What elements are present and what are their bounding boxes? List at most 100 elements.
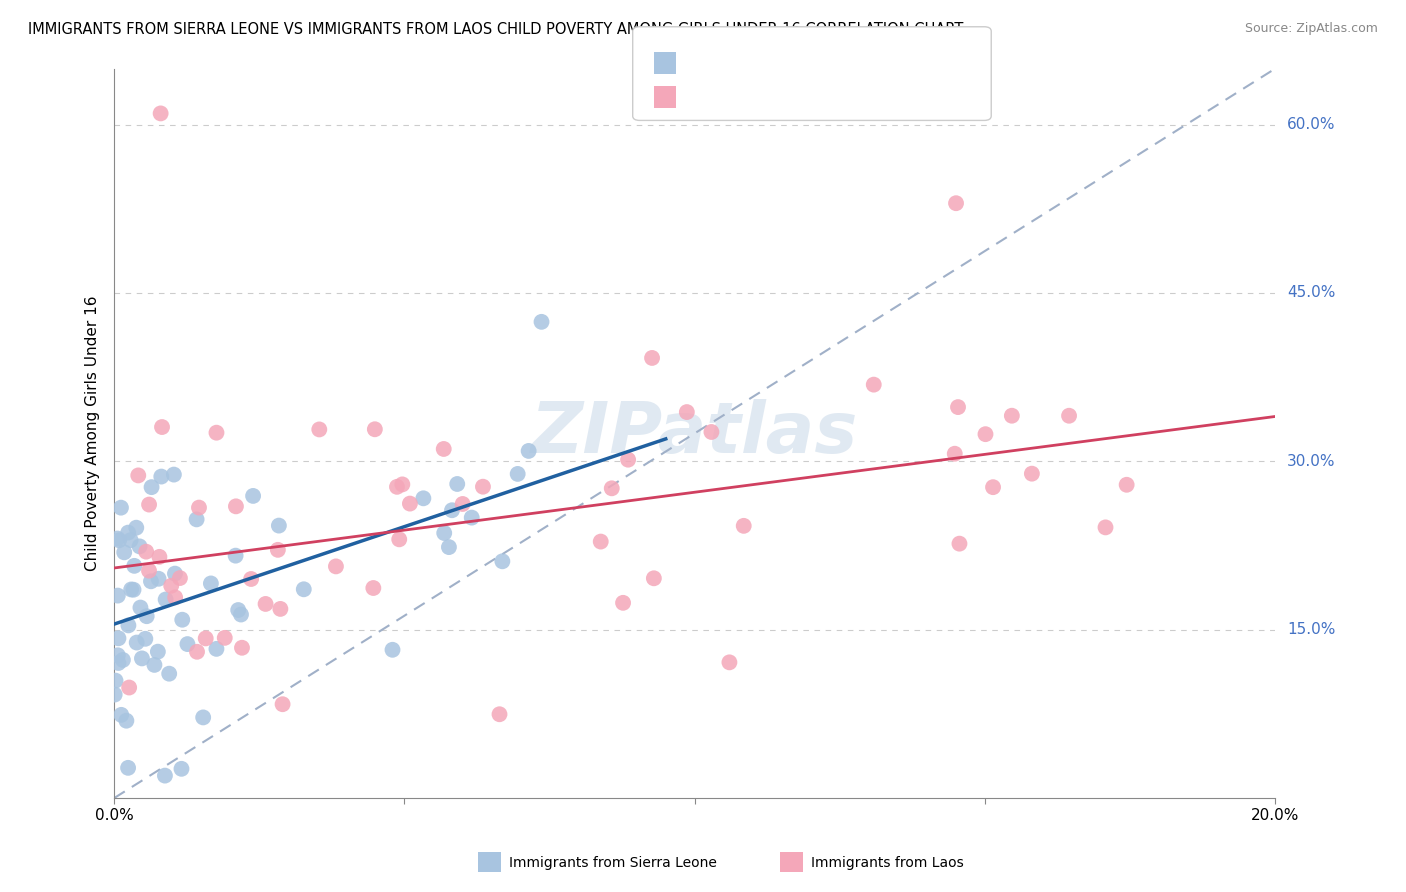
Point xyxy=(325,559,347,574)
Point xyxy=(163,467,186,482)
Point xyxy=(675,405,697,419)
Point xyxy=(718,656,741,670)
Point xyxy=(433,526,456,541)
Point xyxy=(131,651,153,665)
Point xyxy=(200,576,222,591)
Text: Immigrants from Sierra Leone: Immigrants from Sierra Leone xyxy=(509,855,717,870)
Text: R =: R = xyxy=(686,55,720,70)
Point xyxy=(412,491,434,506)
Point xyxy=(226,603,249,617)
Point xyxy=(433,442,456,456)
Text: N =: N = xyxy=(787,55,821,70)
Point xyxy=(122,582,145,597)
Point xyxy=(1021,467,1043,481)
Point xyxy=(700,425,723,439)
Point xyxy=(214,631,236,645)
Text: Source: ZipAtlas.com: Source: ZipAtlas.com xyxy=(1244,22,1378,36)
Point xyxy=(193,710,215,724)
Text: ZIPatlas: ZIPatlas xyxy=(531,399,859,467)
Point xyxy=(471,480,494,494)
Point xyxy=(155,592,177,607)
Point xyxy=(115,714,138,728)
Point xyxy=(129,600,152,615)
Point xyxy=(117,618,139,632)
Point xyxy=(150,420,173,434)
Text: 30.0%: 30.0% xyxy=(1286,454,1336,469)
Point xyxy=(267,518,290,533)
Point xyxy=(205,641,228,656)
Point xyxy=(146,645,169,659)
Point xyxy=(254,597,277,611)
Point xyxy=(128,540,150,554)
Point xyxy=(148,572,170,586)
Point xyxy=(172,613,194,627)
Point xyxy=(107,656,129,670)
Point xyxy=(176,637,198,651)
Point xyxy=(194,632,217,646)
Point xyxy=(600,481,623,495)
Point xyxy=(267,542,290,557)
Point xyxy=(946,400,969,414)
Point xyxy=(1115,477,1137,491)
Point xyxy=(240,572,263,586)
Point xyxy=(231,640,253,655)
Point xyxy=(170,762,193,776)
Point xyxy=(188,500,211,515)
Point xyxy=(107,648,129,663)
Text: 45.0%: 45.0% xyxy=(1286,285,1336,301)
Point xyxy=(205,425,228,440)
Text: 62: 62 xyxy=(825,55,846,70)
Point xyxy=(589,534,612,549)
Point xyxy=(124,558,146,573)
Point xyxy=(104,673,127,688)
Point xyxy=(974,427,997,442)
Point xyxy=(117,525,139,540)
Point xyxy=(1001,409,1024,423)
Text: 0.313: 0.313 xyxy=(721,55,769,70)
Point xyxy=(862,377,884,392)
Point xyxy=(229,607,252,622)
Point xyxy=(617,452,640,467)
Point xyxy=(506,467,529,481)
Point xyxy=(112,545,135,559)
Y-axis label: Child Poverty Among Girls Under 16: Child Poverty Among Girls Under 16 xyxy=(86,295,100,571)
Point xyxy=(135,544,157,558)
Point xyxy=(104,688,127,702)
Point xyxy=(127,468,149,483)
Point xyxy=(111,653,134,667)
Point xyxy=(381,642,404,657)
Point xyxy=(160,579,183,593)
Point xyxy=(118,681,141,695)
Point xyxy=(363,581,385,595)
Point xyxy=(308,422,330,436)
Point xyxy=(388,533,411,547)
Text: 60.0%: 60.0% xyxy=(1286,117,1336,132)
Point xyxy=(107,632,129,646)
Point xyxy=(125,521,148,535)
Point xyxy=(148,549,170,564)
Point xyxy=(451,497,474,511)
Text: 59: 59 xyxy=(825,89,846,104)
Point xyxy=(157,666,180,681)
Point xyxy=(169,571,191,585)
Point xyxy=(641,351,664,365)
Text: R =: R = xyxy=(686,89,720,104)
Point xyxy=(139,574,162,589)
Text: N =: N = xyxy=(787,89,821,104)
Point xyxy=(125,635,148,649)
Point xyxy=(517,444,540,458)
Point xyxy=(269,602,291,616)
Point xyxy=(488,707,510,722)
Point xyxy=(733,519,755,533)
Point xyxy=(110,707,132,722)
Point xyxy=(225,549,247,563)
Point xyxy=(385,480,408,494)
Point xyxy=(107,589,129,603)
Point xyxy=(461,510,484,524)
Point xyxy=(149,106,172,120)
Point xyxy=(271,697,294,711)
Point xyxy=(141,480,163,494)
Point xyxy=(446,477,468,491)
Point xyxy=(643,571,665,585)
Point xyxy=(186,645,208,659)
